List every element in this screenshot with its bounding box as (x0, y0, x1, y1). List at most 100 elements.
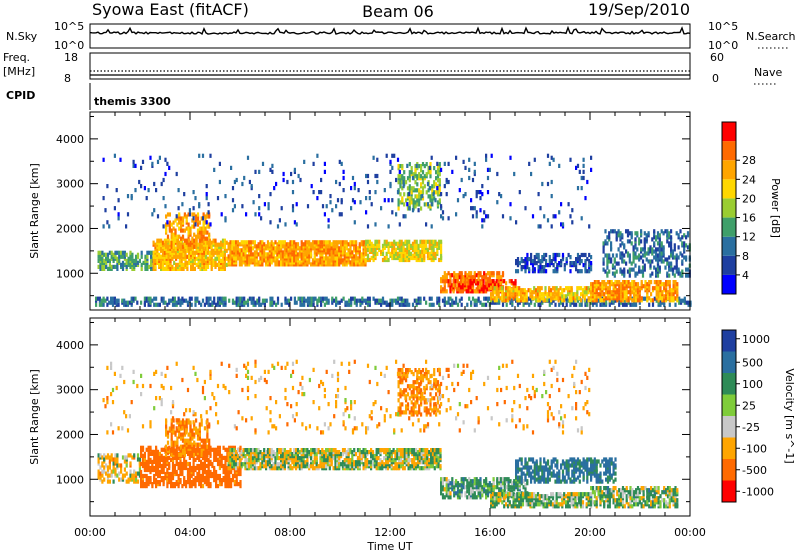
data-cell (178, 244, 181, 249)
data-cell (347, 242, 350, 247)
data-cell (601, 298, 604, 303)
data-cell (391, 210, 394, 215)
data-cell (539, 265, 542, 270)
data-cell (335, 302, 338, 307)
data-cell (120, 250, 123, 255)
data-cell (683, 247, 686, 252)
data-cell (209, 153, 212, 158)
data-cell (183, 420, 186, 425)
data-cell (308, 300, 311, 305)
data-cell (218, 453, 221, 458)
data-cell (414, 180, 417, 185)
data-cell (216, 473, 220, 479)
data-cell (343, 248, 346, 253)
data-cell (465, 289, 468, 294)
data-cell (406, 249, 409, 254)
data-cell (343, 240, 346, 245)
data-cell (656, 257, 660, 262)
data-cell (103, 453, 106, 458)
data-cell (533, 296, 536, 301)
data-cell (404, 298, 407, 303)
data-cell (593, 294, 596, 299)
data-cell (353, 200, 356, 205)
data-cell (151, 449, 154, 454)
data-cell (514, 294, 517, 299)
data-cell (485, 296, 488, 301)
data-cell (447, 296, 450, 301)
data-cell (349, 244, 352, 249)
data-cell (516, 257, 520, 262)
data-cell (638, 294, 641, 299)
data-cell (181, 432, 185, 437)
data-cell (355, 246, 358, 251)
y-tick-label: 2000 (56, 222, 84, 235)
data-cell (101, 266, 104, 271)
data-cell (113, 153, 116, 158)
data-cell (310, 242, 313, 247)
noise-strip-frame (89, 23, 691, 49)
data-cell (332, 244, 335, 249)
data-cell (138, 457, 141, 462)
data-cell (151, 212, 154, 217)
data-cell (173, 302, 176, 307)
data-cell (438, 186, 441, 191)
data-cell (133, 469, 136, 474)
data-cell (218, 161, 221, 166)
data-cell (143, 451, 146, 456)
data-cell (676, 282, 679, 287)
data-cell (421, 239, 424, 244)
data-cell (225, 262, 228, 267)
data-cell (189, 226, 192, 231)
data-cell (267, 206, 270, 211)
data-cell (101, 479, 104, 484)
data-cell (183, 465, 186, 471)
data-cell (366, 243, 370, 248)
data-cell (626, 239, 630, 244)
data-cell (475, 302, 478, 307)
data-cell (571, 208, 574, 213)
data-cell (556, 263, 559, 268)
data-cell (419, 239, 422, 244)
data-cell (183, 238, 186, 243)
data-cell (275, 181, 278, 187)
data-cell (140, 266, 143, 271)
data-cell (429, 174, 432, 179)
data-cell (420, 196, 423, 201)
data-cell (660, 255, 663, 260)
data-cell (213, 457, 216, 462)
data-cell (492, 271, 495, 276)
data-cell (341, 240, 345, 245)
data-cell (173, 482, 176, 487)
data-cell (272, 252, 275, 257)
data-cell (310, 184, 313, 189)
data-cell (416, 202, 419, 207)
data-cell (160, 296, 163, 301)
data-cell (648, 296, 651, 301)
data-cell (374, 298, 377, 303)
data-cell (330, 250, 333, 255)
data-cell (566, 286, 570, 291)
data-cell (97, 250, 100, 255)
data-cell (338, 246, 341, 251)
data-cell (121, 473, 125, 478)
data-cell (288, 298, 291, 303)
data-cell (200, 302, 203, 307)
data-cell (370, 255, 373, 261)
data-cell (121, 455, 125, 460)
data-cell (397, 164, 400, 169)
data-cell (501, 279, 505, 284)
data-cell (224, 194, 227, 199)
data-cell (576, 290, 579, 295)
data-cell (150, 262, 153, 267)
data-cell (299, 296, 302, 301)
data-cell (216, 256, 219, 261)
data-cell (280, 206, 283, 211)
data-cell (611, 263, 615, 268)
data-cell (202, 212, 205, 217)
data-cell (284, 222, 287, 227)
data-cell (301, 296, 304, 301)
data-cell (108, 266, 111, 271)
data-cell (154, 264, 157, 269)
data-cell (272, 242, 275, 247)
data-cell (441, 216, 445, 221)
